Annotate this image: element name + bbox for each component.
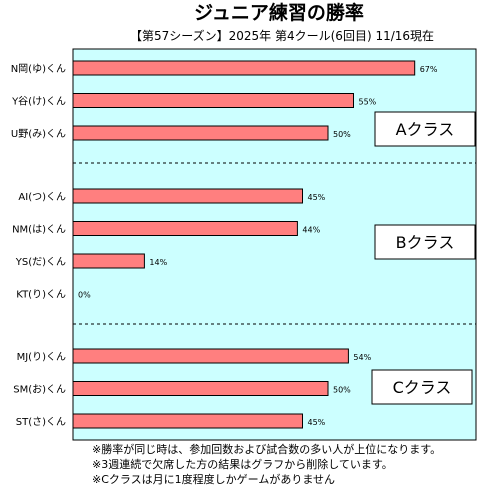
- footnotes: ※勝率が同じ時は、参加回数および試合数の多い人が上位になります。 ※3週連続で欠…: [92, 442, 441, 487]
- class-label: Bクラス: [396, 233, 455, 252]
- bar: [72, 125, 329, 141]
- data-label: 14%: [149, 258, 167, 267]
- class-label-box: [374, 224, 476, 260]
- player-label: MJ(り)くん: [17, 351, 66, 363]
- class-label: Aクラス: [396, 120, 455, 139]
- player-label: Y谷(け)くん: [11, 96, 66, 108]
- data-label: 50%: [333, 386, 351, 395]
- data-label: 54%: [353, 353, 371, 362]
- player-label: ST(さ)くん: [16, 416, 66, 428]
- data-label: 55%: [359, 98, 377, 107]
- class-label: Cクラス: [393, 378, 452, 397]
- bar: [72, 93, 354, 108]
- data-label: 50%: [333, 130, 351, 139]
- footnote: ※3週連続で欠席した方の結果はグラフから削除しています。: [92, 458, 393, 471]
- class-label-box: [371, 369, 473, 405]
- player-label: KT(り)くん: [16, 289, 66, 301]
- bar: [72, 221, 298, 236]
- footnote: ※勝率が同じ時は、参加回数および試合数の多い人が上位になります。: [92, 443, 442, 456]
- data-label: 45%: [308, 193, 326, 202]
- data-label: 45%: [308, 418, 326, 427]
- bar: [72, 381, 329, 396]
- data-label: 0%: [78, 291, 91, 300]
- player-label: N岡(ゆ)くん: [11, 63, 66, 75]
- bar: [72, 60, 416, 76]
- player-label: U野(み)くん: [11, 128, 66, 140]
- player-label: NM(は)くん: [12, 224, 66, 236]
- player-label: YS(だ)くん: [15, 256, 66, 268]
- data-label: 67%: [420, 65, 438, 74]
- player-label: AI(つ)くん: [18, 191, 66, 203]
- player-label: SM(お)くん: [13, 384, 66, 396]
- class-label-box: [374, 111, 476, 147]
- chart-subtitle: 【第57シーズン】2025年 第4クール(6回目) 11/16現在: [130, 28, 434, 43]
- bar: [72, 348, 349, 364]
- bar: [72, 188, 303, 204]
- bar: [72, 413, 303, 429]
- bar: [72, 253, 145, 269]
- data-label: 44%: [302, 226, 320, 235]
- chart-title: ジュニア練習の勝率: [194, 1, 364, 24]
